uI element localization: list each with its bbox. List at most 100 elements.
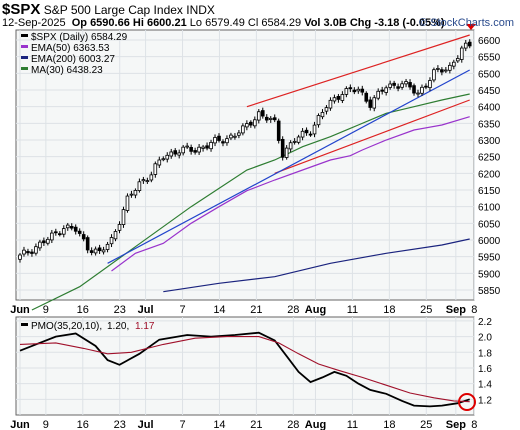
- candle-body: [125, 195, 130, 211]
- price-y-tick-label: 6000: [478, 236, 501, 247]
- price-y-tick-label: 6100: [478, 203, 501, 214]
- close-value: Cl 6584.29: [247, 17, 302, 29]
- candle-body: [467, 41, 472, 47]
- candle-body: [444, 69, 448, 72]
- candle-body: [113, 231, 118, 240]
- candle-body: [169, 151, 174, 157]
- price-x-tick-label: 18: [383, 304, 395, 316]
- candle-body: [101, 249, 106, 253]
- candle-body: [22, 249, 26, 255]
- candle-body: [77, 230, 82, 234]
- candle-body: [436, 68, 440, 70]
- candle-body: [181, 146, 185, 154]
- open-value: Op 6590.66: [71, 17, 130, 29]
- candle-body: [396, 86, 400, 89]
- candle-body: [455, 58, 460, 62]
- candle-body: [432, 69, 436, 81]
- candle-body: [384, 87, 388, 93]
- pmo-y-tick-label: 2.2: [478, 317, 492, 328]
- price-x-tick-label: 28: [287, 304, 299, 316]
- candle-body: [440, 69, 444, 73]
- price-y-tick-label: 6400: [478, 103, 501, 114]
- legend-swatch: [21, 67, 28, 70]
- pmo-x-tick-label: 21: [250, 419, 262, 430]
- pmo-y-tick-label: 1.8: [478, 348, 492, 359]
- pmo-x-tick-label: Jul: [138, 419, 154, 430]
- price-y-tick-label: 6250: [478, 153, 501, 164]
- candle-body: [340, 94, 345, 101]
- candle-body: [165, 154, 170, 160]
- price-y-tick-label: 5950: [478, 253, 501, 264]
- copyright: © StockCharts.com: [419, 17, 514, 29]
- candle-body: [105, 243, 110, 250]
- price-x-tick-label: Jun: [10, 304, 30, 316]
- pmo-x-tick-label: 14: [213, 419, 225, 430]
- highlight-circle: [458, 393, 476, 411]
- price-y-tick-label: 6450: [478, 86, 501, 97]
- candle-body: [352, 89, 357, 93]
- candle-body: [420, 86, 424, 94]
- pmo-x-tick-label: 11: [347, 419, 358, 430]
- candle-body: [93, 248, 98, 254]
- candle-body: [69, 226, 74, 229]
- legend-label: $SPX (Daily) 6584.29: [31, 32, 128, 43]
- candle-body: [448, 64, 452, 71]
- candle-body: [328, 99, 333, 109]
- candle-body: [253, 119, 257, 127]
- candle-body: [284, 147, 289, 158]
- legend-label: EMA(50) 6363.53: [31, 43, 110, 54]
- candle-body: [376, 90, 380, 99]
- price-y-tick-label: 6150: [478, 186, 501, 197]
- trend-line: [274, 99, 470, 174]
- candle-body: [368, 99, 373, 108]
- candle-body: [54, 231, 58, 234]
- pmo-legend: PMO(35,20,10), 1.20, 1.17: [21, 321, 155, 332]
- candle-body: [268, 117, 273, 120]
- candle-body: [256, 111, 261, 121]
- candle-body: [408, 82, 412, 88]
- legend-swatch: [21, 56, 28, 59]
- candle-body: [121, 209, 126, 225]
- candles-group: [18, 39, 472, 263]
- candle-body: [34, 246, 38, 254]
- pmo-y-tick-label: 1.2: [478, 395, 492, 406]
- candle-body: [205, 145, 209, 149]
- candle-body: [264, 116, 269, 121]
- candle-body: [161, 158, 166, 161]
- price-y-tick-label: 6200: [478, 169, 501, 180]
- candle-body: [217, 135, 221, 141]
- candle-body: [452, 61, 456, 67]
- price-y-tick-label: 6050: [478, 219, 501, 230]
- candle-body: [225, 138, 229, 144]
- legend-swatch: [21, 323, 28, 326]
- candle-body: [276, 120, 281, 141]
- candle-body: [185, 145, 189, 148]
- candle-body: [229, 134, 233, 139]
- trend-line: [246, 34, 470, 108]
- quote-row: 12-Sep-2025 Op 6590.66 Hi 6600.21 Lo 657…: [2, 17, 445, 29]
- candle-body: [308, 133, 313, 136]
- price-x-tick-label: Aug: [305, 304, 326, 316]
- symbol: $SPX: [2, 1, 41, 18]
- down-arrow-icon: [466, 24, 476, 30]
- candle-body: [416, 92, 420, 95]
- price-y-tick-label: 6350: [478, 119, 501, 130]
- legend-label: MA(30) 6438.23: [31, 65, 103, 76]
- candle-body: [133, 190, 138, 196]
- pmo-x-tick-label: 9: [43, 419, 49, 430]
- candle-body: [241, 125, 245, 134]
- candle-body: [344, 88, 349, 95]
- candle-body: [38, 241, 42, 249]
- candle-body: [46, 238, 50, 244]
- price-y-tick-label: 6600: [478, 36, 501, 47]
- candle-body: [141, 179, 146, 182]
- candle-body: [42, 240, 46, 244]
- volume-value: Vol 3.0B: [304, 17, 347, 29]
- candle-body: [153, 163, 158, 175]
- pmo-legend-label: 1.20,: [107, 321, 129, 332]
- exchange: INDX: [186, 3, 215, 17]
- legend-swatch: [21, 34, 28, 37]
- price-x-tick-label: 11: [347, 304, 358, 316]
